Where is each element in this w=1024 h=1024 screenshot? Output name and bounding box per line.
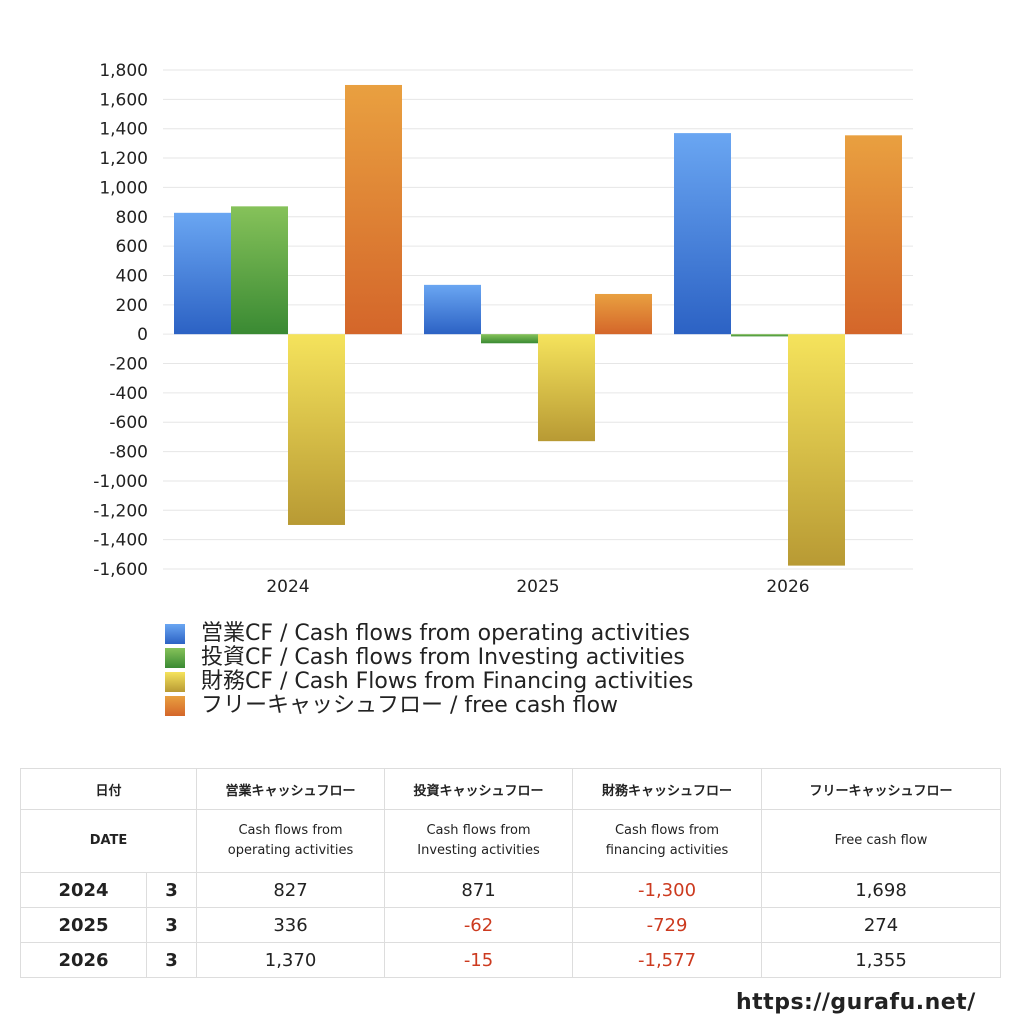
cell-free: 1,698 — [761, 872, 1002, 908]
bar-2026-series-3 — [788, 334, 845, 566]
chart-bars — [174, 84, 902, 566]
bar-2026-series-4 — [845, 135, 902, 335]
header-date-ja: 日付 — [19, 768, 198, 810]
bar-2026-series-2 — [731, 334, 788, 337]
x-axis-ticks: 2024 2025 2026 — [266, 577, 809, 597]
y-axis-ticks: 1,800 1,600 1,400 1,200 1,000 800 600 400 200 0 -2… — [93, 61, 148, 580]
bar-2025-series-4 — [595, 293, 652, 335]
y-tick-label: 1,800 — [99, 61, 148, 81]
header-operating-en: Cash flows from operating activities — [196, 809, 386, 873]
x-tick-label: 2024 — [266, 577, 309, 597]
y-tick-label: -1,200 — [93, 501, 148, 521]
bar-2024-series-2 — [231, 206, 288, 335]
cell-year: 2026 — [20, 942, 147, 978]
bar-2025-series-1 — [424, 284, 481, 335]
legend-swatch-operating — [165, 624, 185, 644]
legend-item-investing: 投資CF / Cash flows from Investing activit… — [165, 646, 693, 670]
legend-label-investing: 投資CF / Cash flows from Investing activit… — [201, 645, 685, 670]
header-free-en: Free cash flow — [761, 809, 1002, 873]
y-tick-label: 400 — [116, 266, 148, 286]
cell-free: 1,355 — [761, 942, 1002, 978]
bar-2024-series-4 — [345, 84, 402, 335]
y-tick-label: -1,000 — [93, 472, 148, 492]
cell-investing: 871 — [384, 872, 574, 908]
legend-swatch-free — [165, 696, 185, 716]
y-tick-label: -200 — [109, 355, 148, 375]
y-tick-label: 1,200 — [99, 149, 148, 169]
cell-year: 2025 — [20, 907, 147, 943]
legend-swatch-investing — [165, 648, 185, 668]
bar-2025-series-2 — [481, 334, 538, 344]
bar-2025-series-3 — [538, 334, 595, 442]
y-tick-label: 1,000 — [99, 178, 148, 198]
y-tick-label: -800 — [109, 443, 148, 463]
table-header-row-ja: 日付 営業キャッシュフロー 投資キャッシュフロー 財務キャッシュフロー フリーキ… — [19, 768, 1002, 810]
y-tick-label: -1,400 — [93, 531, 148, 551]
cell-operating: 827 — [196, 872, 386, 908]
cell-operating: 336 — [196, 907, 386, 943]
legend-item-financing: 財務CF / Cash Flows from Financing activit… — [165, 670, 693, 694]
y-tick-label: -1,600 — [93, 560, 148, 580]
legend-item-free: フリーキャッシュフロー / free cash flow — [165, 694, 693, 718]
cell-investing: -15 — [384, 942, 574, 978]
bar-2024-series-1 — [174, 212, 231, 335]
bar-2026-series-1 — [674, 133, 731, 335]
header-investing-en: Cash flows from Investing activities — [384, 809, 574, 873]
legend-label-financing: 財務CF / Cash Flows from Financing activit… — [201, 669, 694, 694]
header-financing-en: Cash flows from financing activities — [572, 809, 763, 873]
cell-financing: -1,300 — [572, 872, 763, 908]
y-tick-label: 0 — [137, 325, 148, 345]
x-tick-label: 2025 — [516, 577, 559, 597]
header-date-en: DATE — [19, 809, 198, 873]
table-row: 2025 3 336 -62 -729 274 — [20, 907, 1002, 943]
y-tick-label: 800 — [116, 208, 148, 228]
y-tick-label: 600 — [116, 237, 148, 257]
header-free-ja: フリーキャッシュフロー — [761, 768, 1002, 810]
cell-financing: -729 — [572, 907, 763, 943]
cell-month: 3 — [145, 942, 198, 978]
cell-investing: -62 — [384, 907, 574, 943]
legend-label-free: フリーキャッシュフロー / free cash flow — [201, 693, 619, 718]
y-tick-label: 1,600 — [99, 90, 148, 110]
table-row: 2026 3 1,370 -15 -1,577 1,355 — [20, 942, 1002, 978]
legend-swatch-financing — [165, 672, 185, 692]
site-url[interactable]: https://gurafu.net/ — [736, 990, 976, 1015]
cell-free: 274 — [761, 907, 1002, 943]
bar-2024-series-3 — [288, 334, 345, 525]
y-tick-label: 200 — [116, 296, 148, 316]
table-row: 2024 3 827 871 -1,300 1,698 — [20, 872, 1002, 908]
cash-flow-bar-chart: 1,800 1,600 1,400 1,200 1,000 800 600 400 200 0 -2… — [93, 61, 913, 597]
cell-operating: 1,370 — [196, 942, 386, 978]
header-operating-ja: 営業キャッシュフロー — [196, 768, 386, 810]
legend-label-operating: 営業CF / Cash flows from operating activit… — [201, 621, 690, 646]
cell-month: 3 — [145, 907, 198, 943]
cash-flow-table: 日付 営業キャッシュフロー 投資キャッシュフロー 財務キャッシュフロー フリーキ… — [19, 768, 1002, 978]
legend-item-operating: 営業CF / Cash flows from operating activit… — [165, 622, 693, 646]
cell-month: 3 — [145, 872, 198, 908]
cell-financing: -1,577 — [572, 942, 763, 978]
cell-year: 2024 — [20, 872, 147, 908]
y-tick-label: -400 — [109, 384, 148, 404]
header-financing-ja: 財務キャッシュフロー — [572, 768, 763, 810]
y-tick-label: 1,400 — [99, 120, 148, 140]
header-investing-ja: 投資キャッシュフロー — [384, 768, 574, 810]
y-tick-label: -600 — [109, 413, 148, 433]
chart-legend: 営業CF / Cash flows from operating activit… — [165, 622, 693, 718]
x-tick-label: 2026 — [766, 577, 809, 597]
table-header-row-en: DATE Cash flows from operating activities… — [19, 809, 1002, 873]
